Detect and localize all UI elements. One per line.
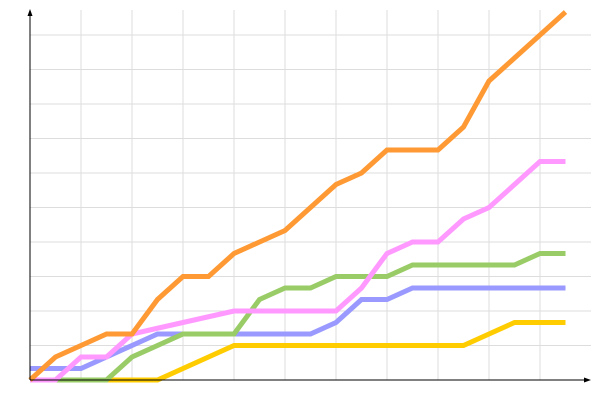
y-axis-arrow bbox=[27, 9, 33, 16]
series-lines bbox=[28, 10, 568, 383]
series-line-1 bbox=[30, 285, 566, 371]
series-line-4 bbox=[28, 10, 568, 382]
series-line-3 bbox=[30, 159, 566, 383]
x-axis-arrow bbox=[584, 377, 591, 383]
grid bbox=[30, 10, 591, 380]
axes bbox=[27, 9, 591, 383]
series-line-2 bbox=[30, 251, 566, 383]
